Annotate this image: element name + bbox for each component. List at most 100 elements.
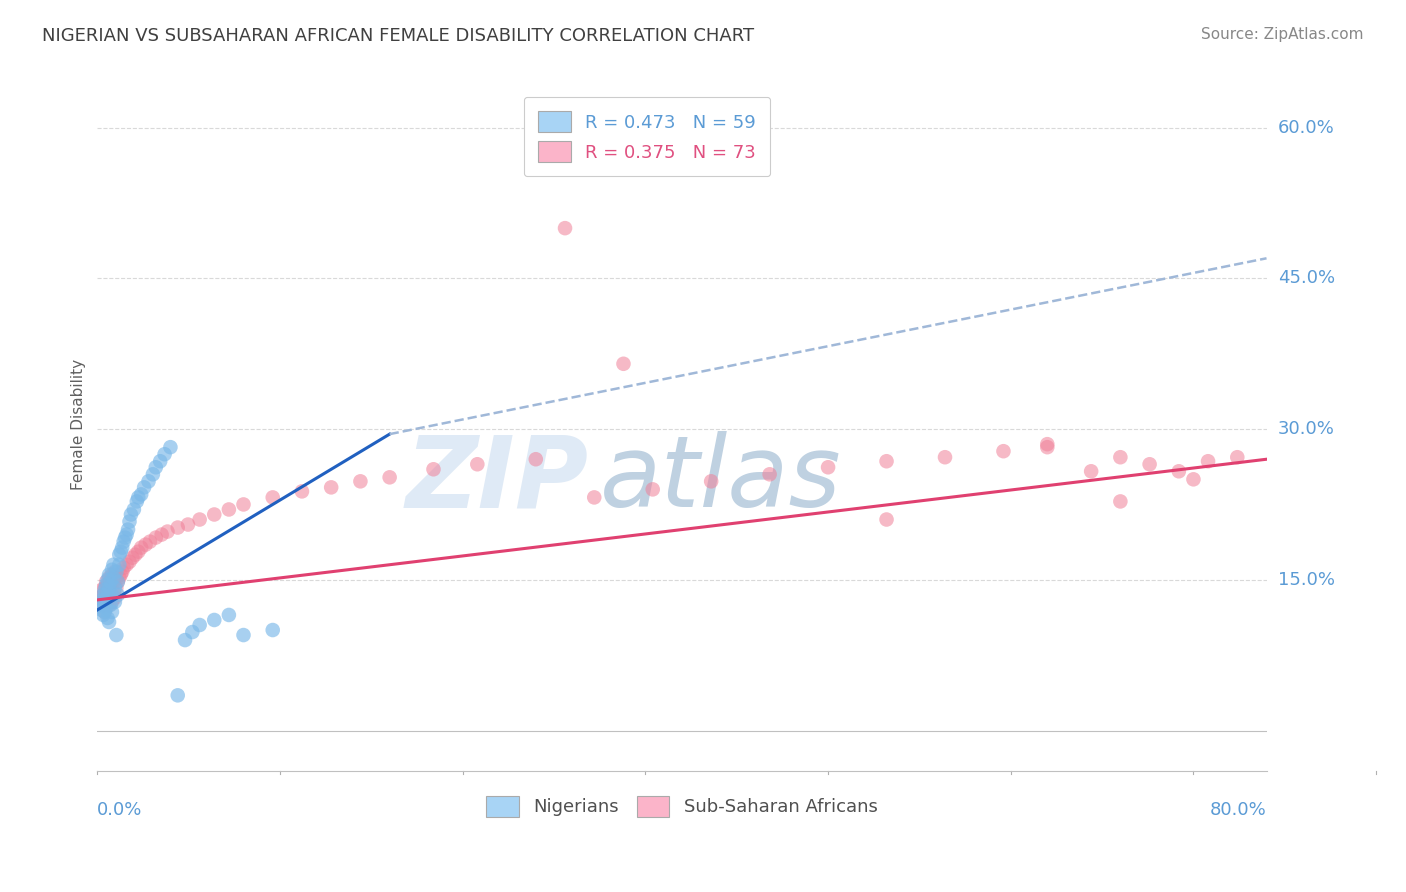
Point	[111, 565, 134, 579]
Point	[107, 574, 129, 589]
Point	[138, 475, 160, 489]
Point	[103, 571, 125, 585]
Point	[1109, 450, 1132, 465]
Point	[89, 591, 111, 605]
Point	[378, 470, 401, 484]
Point	[934, 450, 956, 465]
Point	[91, 598, 114, 612]
Point	[110, 544, 132, 558]
Point	[129, 487, 152, 501]
Point	[145, 460, 167, 475]
Point	[1197, 454, 1219, 468]
Text: NIGERIAN VS SUBSAHARAN AFRICAN FEMALE DISABILITY CORRELATION CHART: NIGERIAN VS SUBSAHARAN AFRICAN FEMALE DI…	[42, 27, 754, 45]
Point	[98, 567, 121, 582]
Point	[177, 517, 200, 532]
Point	[97, 578, 120, 592]
Point	[93, 595, 115, 609]
Point	[232, 628, 254, 642]
Text: 15.0%: 15.0%	[1278, 571, 1334, 589]
Point	[134, 480, 156, 494]
Point	[554, 221, 576, 235]
Point	[262, 623, 284, 637]
Point	[93, 582, 115, 597]
Point	[93, 605, 115, 619]
Point	[876, 454, 898, 468]
Point	[98, 571, 121, 585]
Point	[612, 357, 634, 371]
Point	[115, 558, 138, 572]
Point	[127, 491, 149, 505]
Point	[583, 491, 606, 505]
Point	[98, 598, 121, 612]
Point	[112, 534, 135, 549]
Point	[105, 581, 128, 595]
Point	[103, 558, 125, 572]
Point	[349, 475, 371, 489]
Point	[1036, 440, 1059, 454]
Point	[1080, 464, 1102, 478]
Point	[118, 515, 141, 529]
Point	[321, 480, 343, 494]
Point	[97, 573, 120, 587]
Point	[291, 484, 314, 499]
Point	[104, 565, 127, 579]
Text: ZIP: ZIP	[405, 431, 588, 528]
Point	[159, 440, 181, 454]
Point	[101, 605, 124, 619]
Point	[1226, 450, 1249, 465]
Point	[153, 447, 176, 461]
Point	[94, 574, 117, 589]
Point	[232, 498, 254, 512]
Point	[150, 527, 173, 541]
Point	[120, 508, 142, 522]
Legend: Nigerians, Sub-Saharan Africans: Nigerians, Sub-Saharan Africans	[479, 789, 884, 824]
Point	[111, 541, 134, 555]
Point	[129, 541, 152, 555]
Point	[107, 588, 129, 602]
Point	[145, 531, 167, 545]
Point	[422, 462, 444, 476]
Point	[100, 598, 122, 612]
Point	[90, 582, 112, 597]
Point	[91, 588, 114, 602]
Text: 45.0%: 45.0%	[1278, 269, 1334, 287]
Point	[91, 588, 114, 602]
Point	[107, 574, 129, 589]
Point	[465, 457, 488, 471]
Point	[1109, 494, 1132, 508]
Point	[1182, 472, 1205, 486]
Point	[110, 567, 132, 582]
Point	[104, 595, 127, 609]
Point	[97, 593, 120, 607]
Point	[115, 527, 138, 541]
Point	[166, 689, 188, 703]
Point	[90, 593, 112, 607]
Point	[100, 578, 122, 592]
Point	[105, 628, 128, 642]
Point	[93, 605, 115, 619]
Text: 30.0%: 30.0%	[1278, 420, 1334, 438]
Point	[100, 588, 122, 602]
Point	[1036, 437, 1059, 451]
Point	[91, 607, 114, 622]
Point	[118, 555, 141, 569]
Point	[135, 538, 157, 552]
Point	[101, 563, 124, 577]
Text: 60.0%: 60.0%	[1278, 119, 1334, 136]
Point	[90, 595, 112, 609]
Point	[94, 591, 117, 605]
Point	[108, 558, 131, 572]
Point	[97, 585, 120, 599]
Point	[94, 601, 117, 615]
Point	[101, 588, 124, 602]
Point	[181, 625, 204, 640]
Point	[218, 502, 240, 516]
Point	[202, 613, 225, 627]
Point	[700, 475, 723, 489]
Point	[202, 508, 225, 522]
Point	[127, 544, 149, 558]
Point	[1139, 457, 1161, 471]
Text: atlas: atlas	[600, 431, 842, 528]
Point	[262, 491, 284, 505]
Point	[117, 523, 139, 537]
